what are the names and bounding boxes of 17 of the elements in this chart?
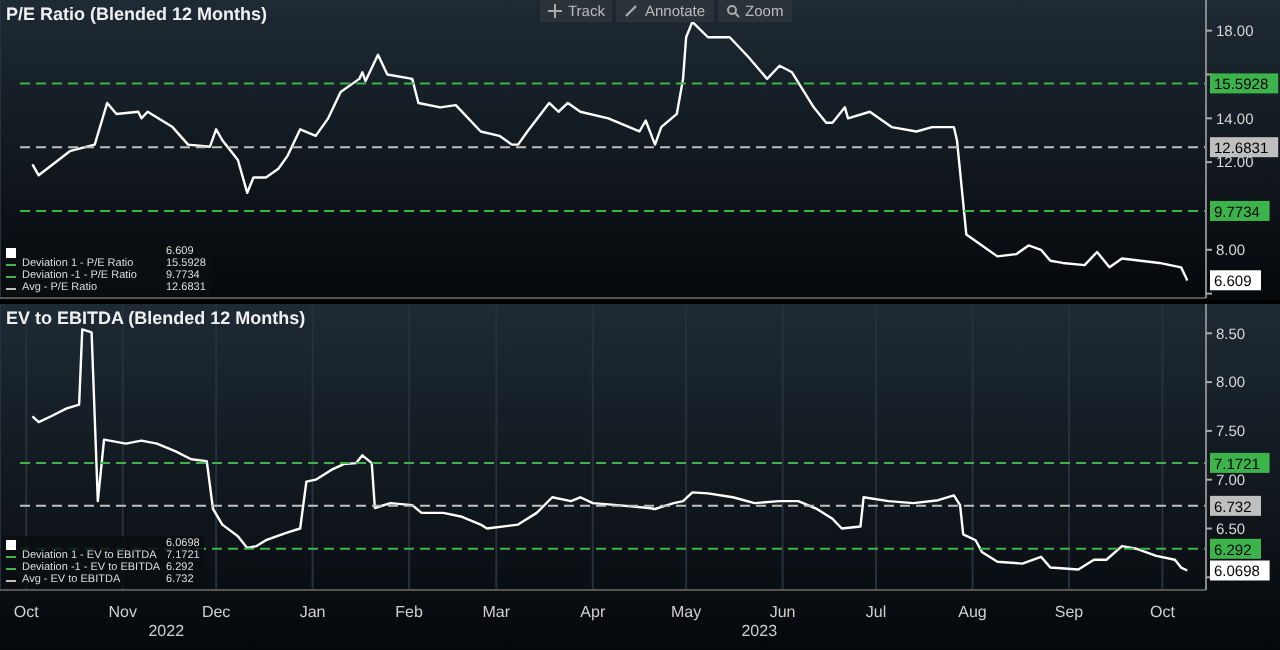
- x-tick-label: Jun: [769, 603, 796, 622]
- x-tick-label: May: [671, 603, 702, 622]
- x-tick-label: Jan: [299, 603, 326, 622]
- text: 2023: [739, 622, 780, 640]
- x-tick-label: Aug: [958, 603, 987, 622]
- x-tick-label: Oct: [13, 603, 41, 622]
- x-tick-label: Sep: [1054, 603, 1085, 622]
- text: 2022: [146, 622, 187, 640]
- x-tick-label: Apr: [580, 603, 606, 622]
- x-tick-label: Feb: [395, 603, 424, 622]
- x-tick-label: Oct: [1149, 603, 1177, 622]
- x-tick-label: Jul: [865, 603, 887, 622]
- chart-title: P/E Ratio (Blended 12 Months): [6, 4, 268, 24]
- x-tick-label: Dec: [201, 603, 231, 622]
- chart-title: EV to EBITDA (Blended 12 Months): [6, 308, 306, 328]
- x-tick-label: Mar: [482, 603, 511, 622]
- x-tick-label: Nov: [108, 603, 137, 622]
